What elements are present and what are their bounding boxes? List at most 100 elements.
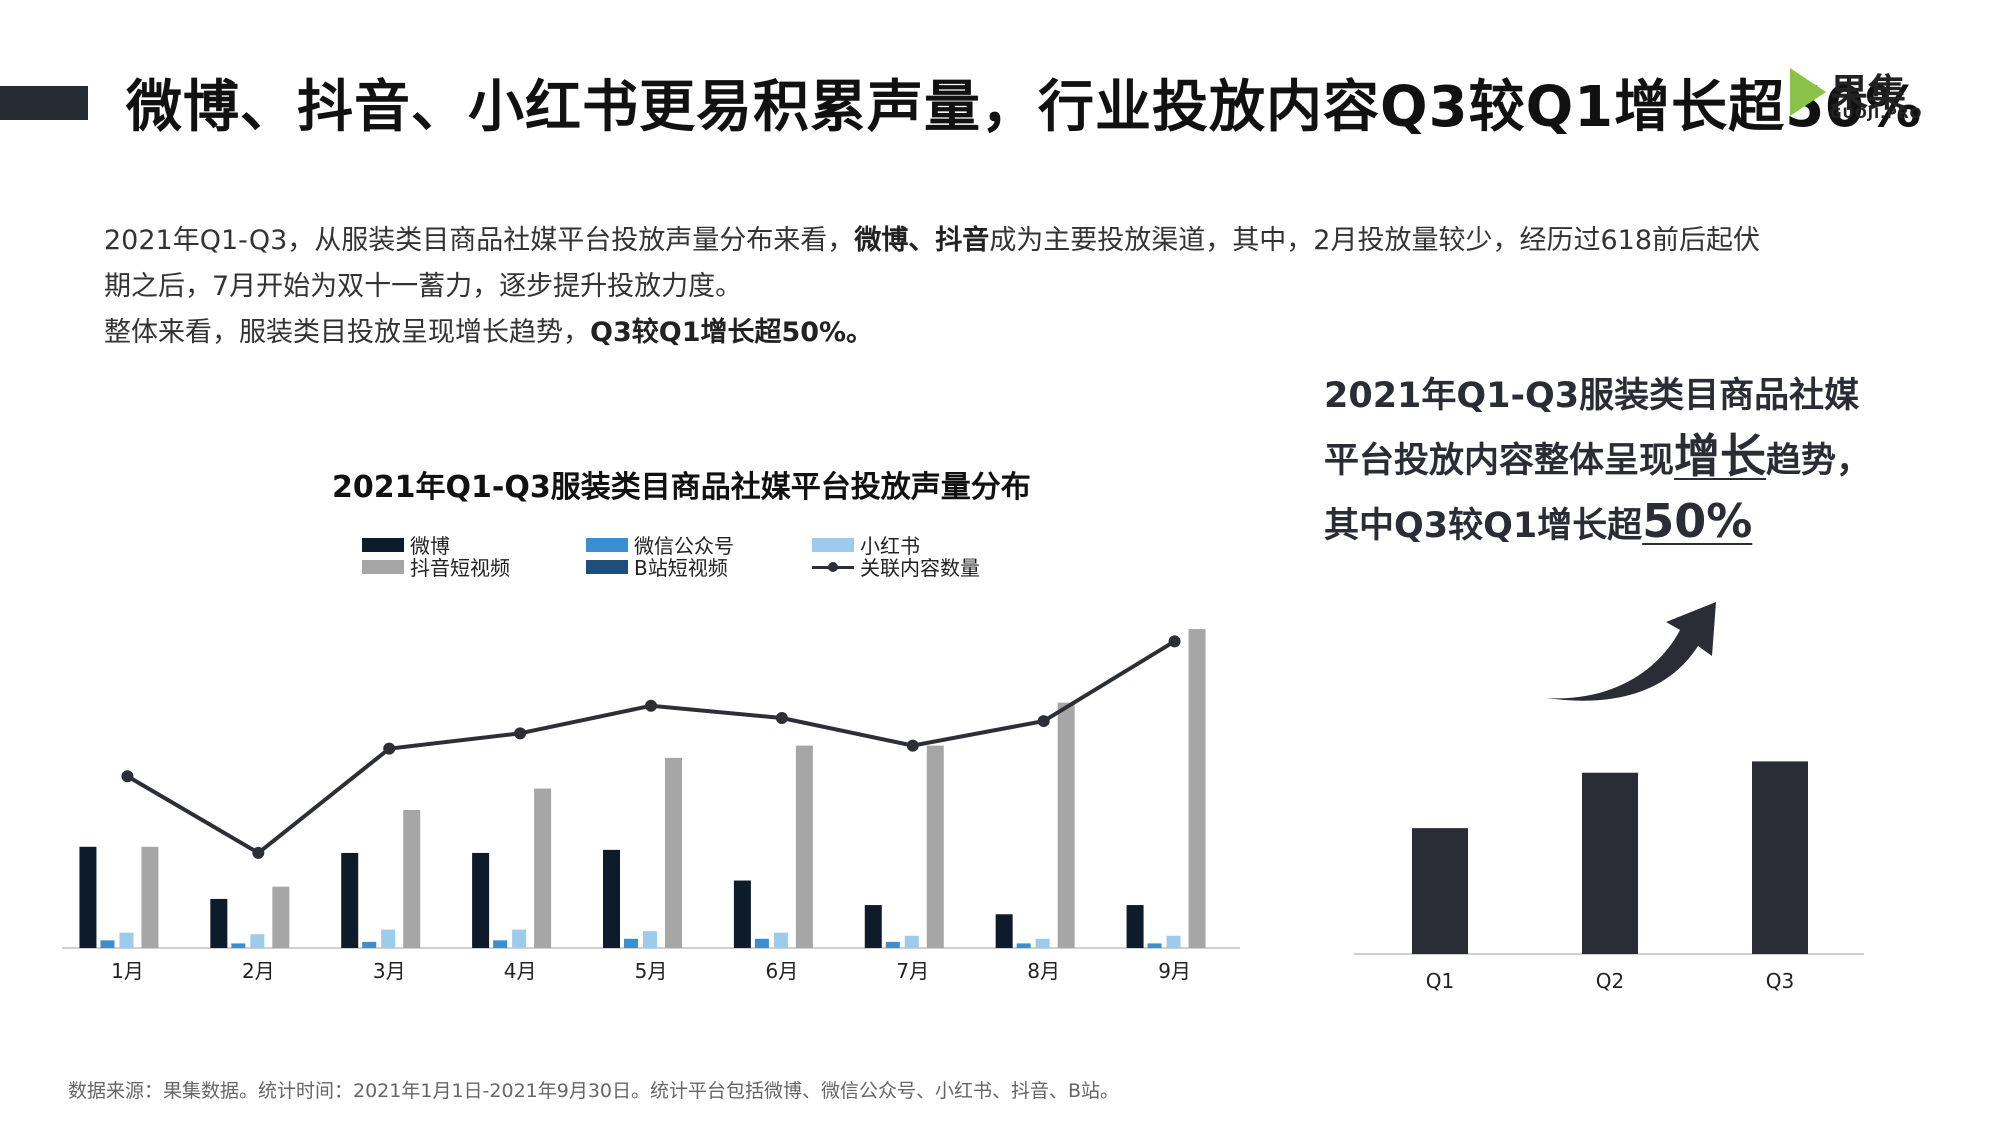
page-title: 微博、抖音、小红书更易积累声量，行业投放内容Q3较Q1增长超50%: [126, 75, 1923, 140]
related-content-point-8: [1037, 715, 1050, 728]
bar-wechat-5: [624, 938, 638, 948]
bar-weibo-7: [864, 905, 882, 948]
bar-xiaohongshu-7: [904, 935, 919, 948]
intro-text: 2021年Q1-Q3，从服装类目商品社媒平台投放声量分布来看，微博、抖音成为主要…: [104, 218, 1904, 356]
related-content-point-7: [906, 739, 919, 752]
legend-label-weibo: 微博: [410, 534, 450, 558]
related-content-point-3: [383, 742, 396, 755]
related-content-point-2: [252, 846, 265, 859]
legend-swatch-xiaohongshu: [812, 537, 854, 552]
intro-line-2: 期之后，7月开始为双十一蓄力，逐步提升投放力度。: [104, 271, 743, 302]
legend-label-xiaohongshu: 小红书: [860, 534, 920, 558]
legend-label-wechat: 微信公众号: [634, 534, 734, 558]
bar-weibo-8: [995, 914, 1013, 948]
bar-wechat-1: [100, 940, 115, 948]
x-tick-label: 6月: [766, 959, 799, 983]
growth-arrow-icon: [1546, 602, 1716, 701]
bar-xiaohongshu-1: [119, 932, 134, 948]
bar-weibo-9: [1126, 905, 1144, 948]
right-headline-line-1: 2021年Q1-Q3服装类目商品社媒: [1324, 376, 1860, 416]
bar-douyin-1: [141, 846, 159, 948]
bar-xiaohongshu-5: [643, 931, 657, 948]
data-source-note: 数据来源：果集数据。统计时间：2021年1月1日-2021年9月30日。统计平台…: [68, 1080, 1120, 1102]
legend-item-bilibili: B站短视频: [586, 552, 728, 581]
legend-swatch-weibo: [362, 537, 404, 552]
bar-wechat-8: [1016, 943, 1031, 948]
bar-weibo-3: [341, 852, 359, 948]
brand-logo: 果集 GUOJI.PRO: [1790, 62, 1940, 124]
bar-douyin-7: [926, 745, 944, 948]
bar-xiaohongshu-3: [381, 929, 396, 948]
intro-line-1-bold: 微博、抖音: [854, 225, 990, 256]
bar-douyin-9: [1188, 629, 1206, 948]
right-headline-line-2-a: 平台投放内容整体呈现: [1324, 441, 1675, 481]
bar-wechat-4: [493, 940, 508, 948]
intro-line-3: 整体来看，服装类目投放呈现增长趋势，Q3较Q1增长超50%。: [104, 310, 1904, 356]
quarter-tick-label: Q3: [1766, 969, 1794, 993]
legend-swatch-wechat: [586, 537, 628, 552]
intro-line-3-a: 整体来看，服装类目投放呈现增长趋势，: [104, 317, 590, 348]
bar-xiaohongshu-4: [512, 929, 527, 948]
legend-label-bilibili: B站短视频: [634, 556, 728, 580]
intro-line-1: 2021年Q1-Q3，从服装类目商品社媒平台投放声量分布来看，微博、抖音成为主要…: [104, 218, 1904, 264]
bar-xiaohongshu-2: [250, 934, 265, 948]
legend-swatch-related-content: [812, 560, 854, 574]
bar-wechat-2: [231, 943, 246, 948]
logo-name: 果集: [1830, 71, 1907, 115]
bar-wechat-3: [362, 941, 377, 948]
bar-weibo-1: [79, 846, 97, 948]
bar-weibo-2: [210, 898, 228, 948]
legend-item-related-content: 关联内容数量: [812, 552, 980, 581]
legend-item-xiaohongshu: 小红书: [812, 530, 920, 559]
right-headline-line-2: 平台投放内容整体呈现增长趋势，: [1324, 426, 1871, 491]
related-content-point-9: [1168, 635, 1181, 648]
legend-label-douyin: 抖音短视频: [410, 556, 510, 580]
related-content-point-4: [514, 727, 527, 740]
x-tick-label: 8月: [1027, 959, 1060, 983]
legend-swatch-bilibili: [586, 559, 628, 574]
quarter-bar-q3: [1752, 761, 1808, 954]
legend-swatch-douyin: [362, 559, 404, 574]
bar-douyin-4: [534, 788, 552, 948]
intro-line-1-b: 成为主要投放渠道，其中，2月投放量较少，经历过618前后起伏: [989, 225, 1761, 256]
x-tick-label: 9月: [1158, 959, 1191, 983]
quarter-bar-q2: [1582, 772, 1638, 954]
legend-item-douyin: 抖音短视频: [362, 552, 510, 581]
bar-douyin-2: [272, 886, 290, 948]
intro-line-1-a: 2021年Q1-Q3，从服装类目商品社媒平台投放声量分布来看，: [104, 225, 855, 256]
x-tick-label: 7月: [896, 959, 929, 983]
bar-douyin-6: [795, 745, 813, 948]
quarter-tick-label: Q2: [1596, 969, 1624, 993]
quarter-tick-label: Q1: [1426, 969, 1454, 993]
bar-douyin-5: [665, 757, 682, 948]
bar-weibo-4: [472, 852, 490, 948]
legend-item-wechat: 微信公众号: [586, 530, 734, 559]
bar-wechat-7: [885, 941, 900, 948]
bar-xiaohongshu-6: [773, 932, 788, 948]
related-content-point-6: [775, 712, 788, 724]
right-headline-highlight-growth: 增长: [1674, 429, 1767, 483]
bar-xiaohongshu-8: [1035, 938, 1050, 948]
right-headline-highlight-percent: 50%: [1642, 494, 1753, 548]
intro-line-3-bold: Q3较Q1增长超50%。: [590, 317, 874, 348]
x-tick-label: 5月: [635, 959, 668, 983]
quarter-bar-q1: [1412, 828, 1468, 954]
bar-weibo-5: [603, 849, 620, 948]
chart-title: 2021年Q1-Q3服装类目商品社媒平台投放声量分布: [332, 470, 1031, 505]
monthly-volume-chart: 1月 2月 3月 4月 5月 6月 7月 8月 9月: [62, 629, 1240, 983]
right-headline: 2021年Q1-Q3服装类目商品社媒 平台投放内容整体呈现增长趋势， 其中Q3较…: [1324, 366, 1871, 556]
related-content-point-1: [121, 770, 134, 783]
right-headline-line-3-a: 其中Q3较Q1增长超: [1324, 506, 1643, 546]
logo-play-icon: [1790, 68, 1826, 116]
right-headline-line-3: 其中Q3较Q1增长超50%: [1324, 491, 1871, 556]
bar-douyin-3: [403, 810, 421, 948]
x-tick-label: 2月: [242, 959, 275, 983]
quarterly-growth-chart: Q1 Q2 Q3: [1354, 602, 1864, 993]
x-tick-label: 4月: [504, 959, 537, 983]
related-content-point-5: [645, 699, 657, 712]
bar-douyin-8: [1057, 702, 1075, 948]
legend-item-weibo: 微博: [362, 530, 450, 559]
related-content-line: [126, 639, 1176, 856]
bar-wechat-6: [754, 938, 769, 948]
x-tick-label: 3月: [373, 959, 406, 983]
